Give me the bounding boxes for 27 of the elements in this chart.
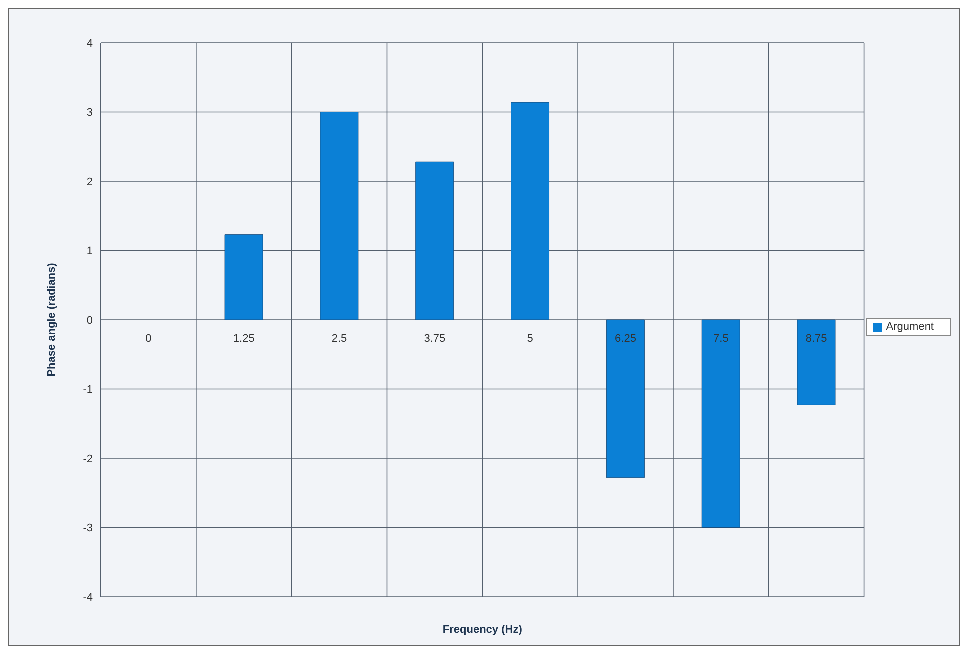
y-axis-title: Phase angle (radians) [46,262,58,377]
y-tick-label: 3 [86,107,93,120]
x-tick-label: 7.5 [714,333,729,345]
y-tick-label: -3 [83,522,93,535]
y-tick-label: -2 [83,453,93,466]
y-tick-label: 1 [86,246,93,258]
y-tick-label: 4 [86,38,93,50]
bar [797,320,836,406]
bar [511,102,550,320]
bar [320,112,359,320]
y-tick-label: 0 [86,314,93,327]
x-axis-title: Frequency (Hz) [442,624,523,636]
bar [224,234,264,320]
x-tick-label: 0 [146,333,152,345]
y-tick-label: -1 [83,384,93,396]
x-tick-label: 3.75 [424,333,446,345]
bar [416,162,454,320]
y-tick-label: -4 [83,592,93,604]
bar [702,320,740,528]
y-tick-label: 2 [86,176,93,188]
x-tick-label: 5 [527,333,534,345]
bar [606,320,645,478]
x-tick-label: 6.25 [615,333,636,345]
x-tick-label: 2.5 [332,333,348,345]
legend-label: Argument [886,321,934,333]
x-tick-label: 8.75 [806,333,828,345]
x-tick-label: 1.25 [233,333,255,345]
